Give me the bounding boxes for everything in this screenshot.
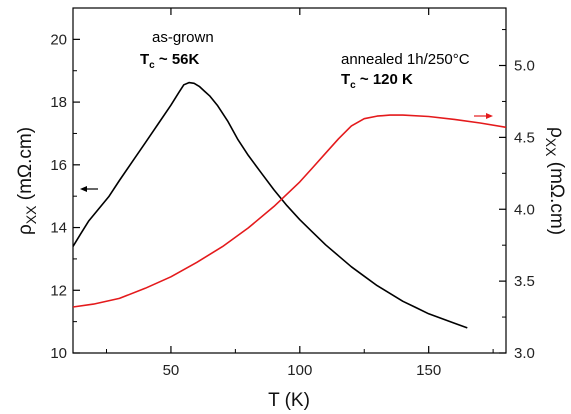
y-right-tick-label: 4.0	[514, 201, 535, 218]
y-right-tick-label: 4.5	[514, 129, 535, 146]
axis-ticks: 50 100 150 10 12 14 16 18 20 3.0 3.5 4.0 4.5 5.0	[50, 7, 535, 379]
right-axis-arrow	[474, 113, 493, 119]
data-curves	[72, 81, 507, 329]
annotation-annealed: annealed 1h/250°C	[341, 51, 470, 68]
x-tick-label: 50	[163, 362, 180, 379]
y-right-tick-label: 3.5	[514, 273, 535, 290]
plot-frame	[72, 7, 507, 354]
y-left-tick-label: 20	[50, 31, 67, 48]
y-left-tick-label: 14	[50, 220, 67, 237]
y-left-tick-label: 12	[50, 282, 67, 299]
x-tick-label: 100	[287, 362, 312, 379]
annotation-as-grown-tc: Tc ~ 56K	[140, 51, 200, 71]
y-axis-title-right: ρXX (mΩ.cm)	[543, 127, 567, 235]
y-left-tick-label: 16	[50, 157, 67, 174]
series-line-as-grown	[72, 81, 468, 329]
series-line-annealed	[72, 114, 507, 308]
x-axis-title: T (K)	[268, 390, 310, 411]
annotation-annealed-tc: Tc ~ 120 K	[341, 71, 413, 91]
y-axis-title-left: ρXX (mΩ.cm)	[15, 127, 39, 235]
annotation-as-grown: as-grown	[152, 29, 214, 46]
y-left-tick-label: 10	[50, 345, 67, 362]
left-axis-arrow	[80, 186, 98, 192]
y-left-tick-label: 18	[50, 94, 67, 111]
y-right-tick-label: 5.0	[514, 58, 535, 75]
y-right-tick-label: 3.0	[514, 345, 535, 362]
x-tick-label: 150	[416, 362, 441, 379]
